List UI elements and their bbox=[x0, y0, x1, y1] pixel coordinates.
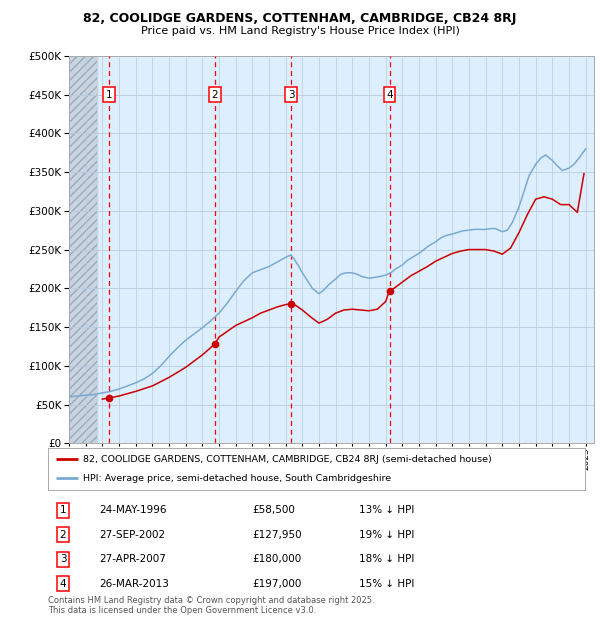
Text: 27-SEP-2002: 27-SEP-2002 bbox=[99, 530, 165, 540]
Text: 2: 2 bbox=[60, 530, 67, 540]
Text: 27-APR-2007: 27-APR-2007 bbox=[99, 554, 166, 564]
Text: 13% ↓ HPI: 13% ↓ HPI bbox=[359, 505, 415, 515]
Text: 15% ↓ HPI: 15% ↓ HPI bbox=[359, 579, 415, 589]
Text: 82, COOLIDGE GARDENS, COTTENHAM, CAMBRIDGE, CB24 8RJ: 82, COOLIDGE GARDENS, COTTENHAM, CAMBRID… bbox=[83, 12, 517, 25]
Text: Price paid vs. HM Land Registry's House Price Index (HPI): Price paid vs. HM Land Registry's House … bbox=[140, 26, 460, 36]
Text: Contains HM Land Registry data © Crown copyright and database right 2025.
This d: Contains HM Land Registry data © Crown c… bbox=[48, 596, 374, 615]
Text: £58,500: £58,500 bbox=[252, 505, 295, 515]
Text: £180,000: £180,000 bbox=[252, 554, 301, 564]
Text: £197,000: £197,000 bbox=[252, 579, 301, 589]
Text: 3: 3 bbox=[60, 554, 67, 564]
Text: 2: 2 bbox=[211, 89, 218, 100]
Text: 19% ↓ HPI: 19% ↓ HPI bbox=[359, 530, 415, 540]
Text: 18% ↓ HPI: 18% ↓ HPI bbox=[359, 554, 415, 564]
Text: 1: 1 bbox=[60, 505, 67, 515]
Text: 26-MAR-2013: 26-MAR-2013 bbox=[99, 579, 169, 589]
Text: 4: 4 bbox=[386, 89, 393, 100]
Text: £127,950: £127,950 bbox=[252, 530, 302, 540]
Bar bbox=[69, 56, 97, 443]
Text: 82, COOLIDGE GARDENS, COTTENHAM, CAMBRIDGE, CB24 8RJ (semi-detached house): 82, COOLIDGE GARDENS, COTTENHAM, CAMBRID… bbox=[83, 454, 491, 464]
Text: 1: 1 bbox=[106, 89, 112, 100]
Text: 24-MAY-1996: 24-MAY-1996 bbox=[99, 505, 167, 515]
Text: 4: 4 bbox=[60, 579, 67, 589]
Text: HPI: Average price, semi-detached house, South Cambridgeshire: HPI: Average price, semi-detached house,… bbox=[83, 474, 391, 483]
Bar bbox=[69, 56, 97, 443]
Text: 3: 3 bbox=[287, 89, 295, 100]
